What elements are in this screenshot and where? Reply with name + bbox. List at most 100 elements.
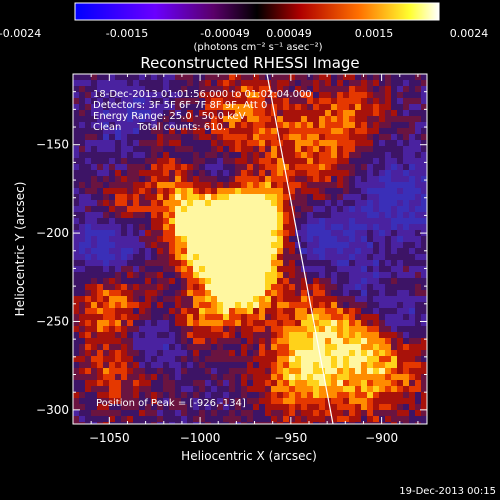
image-pixel (157, 164, 164, 171)
image-pixel (157, 212, 164, 219)
image-pixel (337, 308, 344, 315)
image-pixel (421, 398, 427, 405)
image-pixel (289, 128, 296, 135)
image-pixel (313, 80, 320, 87)
image-pixel (319, 314, 326, 321)
image-pixel (133, 146, 140, 153)
image-pixel (415, 380, 422, 387)
image-pixel (247, 140, 254, 147)
image-pixel (367, 302, 374, 309)
image-pixel (355, 368, 362, 375)
image-pixel (421, 104, 427, 111)
image-pixel (139, 338, 146, 345)
image-pixel (379, 194, 386, 201)
image-pixel (415, 308, 422, 315)
image-pixel (133, 218, 140, 225)
image-pixel (115, 164, 122, 171)
image-pixel (319, 242, 326, 249)
image-pixel (169, 230, 176, 237)
image-pixel (355, 320, 362, 327)
image-pixel (349, 266, 356, 273)
image-pixel (265, 164, 272, 171)
image-pixel (247, 74, 254, 81)
image-pixel (247, 206, 254, 213)
image-pixel (283, 152, 290, 159)
image-pixel (379, 74, 386, 81)
image-pixel (343, 332, 350, 339)
image-pixel (85, 140, 92, 147)
image-pixel (121, 416, 128, 423)
image-pixel (121, 128, 128, 135)
image-pixel (229, 158, 236, 165)
image-pixel (97, 368, 104, 375)
image-pixel (145, 404, 152, 411)
image-pixel (241, 170, 248, 177)
image-pixel (289, 308, 296, 315)
image-pixel (301, 134, 308, 141)
image-pixel (241, 344, 248, 351)
image-pixel (403, 242, 410, 249)
image-pixel (367, 332, 374, 339)
image-pixel (199, 416, 206, 423)
image-pixel (79, 128, 86, 135)
image-pixel (229, 176, 236, 183)
image-pixel (403, 164, 410, 171)
image-pixel (325, 152, 332, 159)
image-pixel (151, 236, 158, 243)
image-pixel (217, 398, 224, 405)
image-pixel (91, 368, 98, 375)
image-pixel (403, 410, 410, 417)
image-pixel (163, 98, 170, 105)
image-pixel (193, 266, 200, 273)
image-pixel (319, 278, 326, 285)
image-pixel (187, 272, 194, 279)
image-pixel (127, 230, 134, 237)
image-pixel (139, 200, 146, 207)
image-pixel (397, 314, 404, 321)
image-pixel (295, 338, 302, 345)
image-pixel (187, 110, 194, 117)
image-pixel (169, 128, 176, 135)
image-pixel (127, 98, 134, 105)
image-pixel (361, 104, 368, 111)
image-pixel (151, 128, 158, 135)
image-pixel (247, 212, 254, 219)
image-pixel (295, 164, 302, 171)
image-pixel (175, 236, 182, 243)
image-pixel (355, 230, 362, 237)
image-pixel (85, 254, 92, 261)
image-pixel (211, 296, 218, 303)
image-pixel (223, 272, 230, 279)
image-pixel (121, 110, 128, 117)
image-pixel (127, 416, 134, 423)
image-pixel (307, 278, 314, 285)
image-pixel (223, 308, 230, 315)
image-pixel (91, 128, 98, 135)
image-pixel (421, 356, 427, 363)
image-pixel (145, 248, 152, 255)
image-pixel (127, 302, 134, 309)
image-pixel (199, 236, 206, 243)
image-pixel (421, 350, 427, 357)
image-pixel (343, 404, 350, 411)
image-pixel (181, 422, 188, 424)
image-pixel (229, 212, 236, 219)
image-pixel (367, 80, 374, 87)
image-pixel (139, 266, 146, 273)
image-pixel (319, 80, 326, 87)
image-pixel (223, 350, 230, 357)
image-pixel (163, 242, 170, 249)
image-pixel (313, 176, 320, 183)
image-pixel (211, 332, 218, 339)
image-pixel (415, 248, 422, 255)
image-pixel (295, 326, 302, 333)
image-pixel (247, 158, 254, 165)
image-pixel (301, 374, 308, 381)
image-pixel (283, 350, 290, 357)
image-pixel (145, 296, 152, 303)
image-pixel (193, 170, 200, 177)
image-pixel (235, 326, 242, 333)
image-pixel (265, 248, 272, 255)
image-pixel (325, 356, 332, 363)
image-pixel (91, 362, 98, 369)
